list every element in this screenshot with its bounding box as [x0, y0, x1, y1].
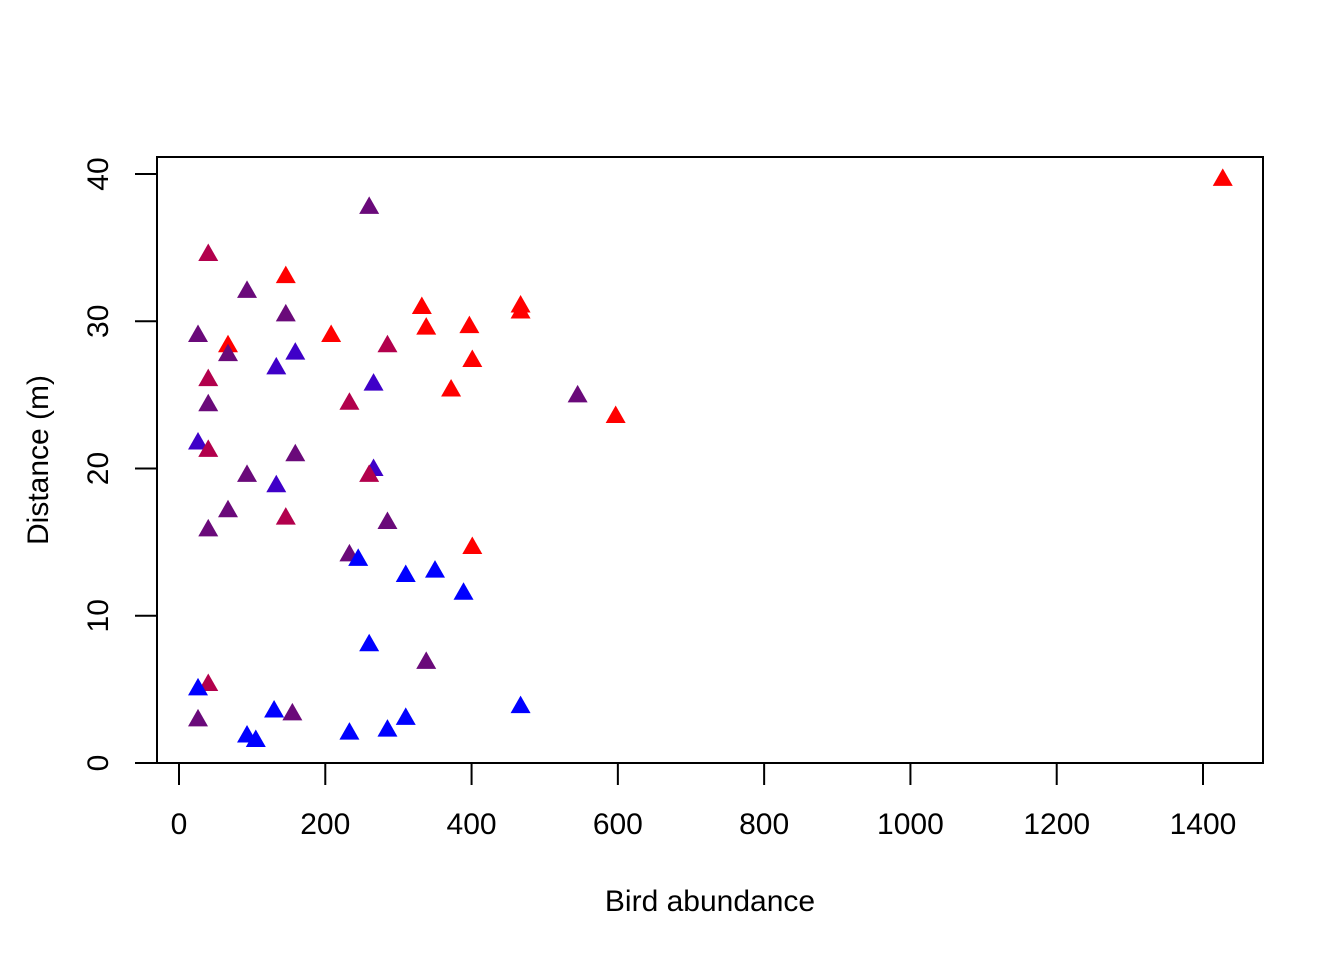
- y-tick-label: 20: [82, 452, 115, 485]
- data-point: [567, 384, 588, 403]
- data-point: [510, 300, 531, 319]
- data-point: [395, 707, 416, 725]
- data-point: [245, 729, 266, 747]
- y-axis-label: Distance (m): [22, 375, 55, 545]
- x-tick-label: 200: [300, 808, 350, 841]
- data-point: [218, 334, 239, 353]
- data-point: [282, 702, 303, 721]
- x-axis: 0 200 400 600 800 1000 1200 1400: [171, 762, 1237, 841]
- data-point: [359, 633, 380, 652]
- data-point: [218, 343, 239, 362]
- data-point: [462, 349, 483, 368]
- data-point: [339, 392, 360, 410]
- data-point: [462, 536, 483, 555]
- data-point: [453, 582, 474, 600]
- data-point: [218, 499, 239, 518]
- x-tick-label: 1200: [1023, 808, 1090, 841]
- data-point: [188, 677, 209, 696]
- data-point: [348, 548, 369, 566]
- data-point: [605, 405, 626, 423]
- data-point: [285, 342, 306, 360]
- data-point: [198, 368, 219, 387]
- data-point: [510, 695, 531, 714]
- y-tick-label: 30: [82, 305, 115, 338]
- data-point: [275, 303, 296, 322]
- data-point: [441, 378, 462, 397]
- x-tick-label: 0: [171, 808, 188, 841]
- x-axis-label: Bird abundance: [605, 885, 815, 918]
- data-point: [198, 243, 219, 262]
- y-tick-label: 10: [82, 599, 115, 632]
- data-point: [359, 464, 380, 482]
- x-tick-label: 400: [447, 808, 497, 841]
- data-point: [237, 280, 258, 298]
- data-point: [275, 507, 296, 525]
- data-point: [339, 722, 360, 740]
- y-tick-label: 40: [82, 157, 115, 190]
- data-point: [363, 373, 384, 391]
- plot-frame: [156, 156, 1264, 764]
- data-point: [377, 719, 398, 737]
- x-tick-label: 600: [593, 808, 643, 841]
- data-point: [321, 324, 342, 343]
- data-point: [188, 324, 209, 343]
- x-tick-label: 1000: [877, 808, 944, 841]
- data-point: [1212, 168, 1233, 186]
- data-point: [188, 431, 209, 450]
- data-point: [198, 393, 219, 412]
- data-point: [198, 673, 219, 691]
- y-tick-label: 0: [82, 755, 115, 772]
- data-point: [198, 518, 219, 537]
- data-point: [416, 317, 437, 335]
- data-point: [377, 334, 398, 353]
- data-point: [416, 651, 437, 669]
- y-axis: 0 10 20 30 40: [82, 157, 158, 772]
- data-point: [377, 511, 398, 530]
- data-point: [266, 474, 287, 493]
- data-point: [275, 265, 296, 284]
- data-point: [285, 443, 306, 462]
- data-point: [425, 560, 445, 578]
- x-tick-label: 1400: [1170, 808, 1237, 841]
- data-point: [359, 196, 380, 214]
- data-point: [266, 356, 287, 375]
- data-point: [459, 315, 480, 334]
- data-point: [264, 699, 285, 718]
- data-point: [395, 564, 416, 583]
- data-points: [188, 168, 1233, 747]
- data-point: [198, 439, 219, 457]
- data-point: [237, 464, 258, 482]
- x-tick-label: 800: [739, 808, 789, 841]
- data-point: [188, 708, 209, 727]
- data-point: [411, 296, 432, 315]
